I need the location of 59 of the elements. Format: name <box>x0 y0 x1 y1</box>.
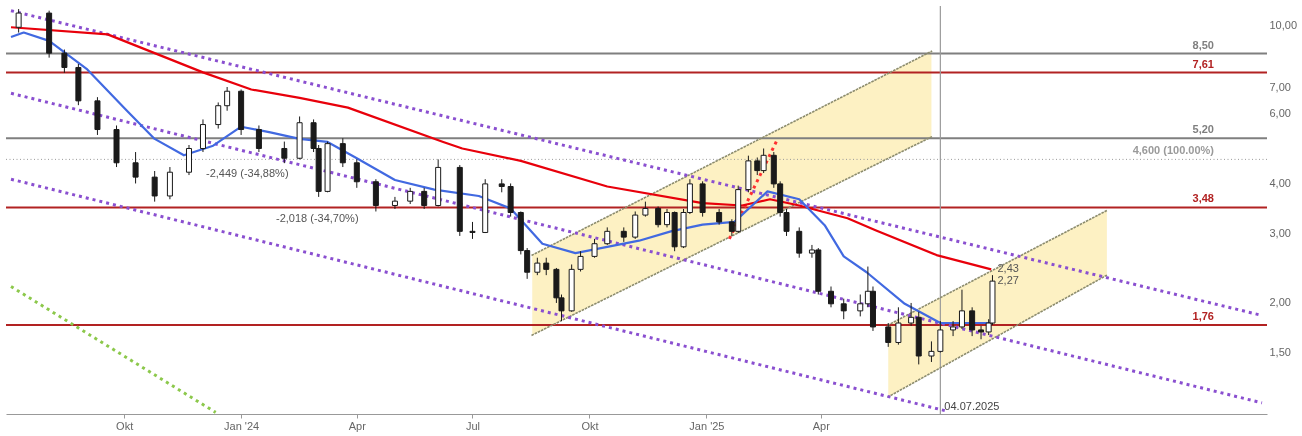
y-tick-label: 3,00 <box>1269 226 1291 239</box>
x-tick-label: Apr <box>812 419 831 432</box>
candlestick <box>895 306 902 346</box>
candlestick <box>969 306 976 337</box>
candlestick <box>281 141 288 164</box>
candlestick <box>391 196 398 210</box>
candlestick <box>885 322 892 348</box>
candlestick <box>224 86 231 112</box>
y-tick-label: 7,00 <box>1269 80 1291 93</box>
x-tick-label: Jan '24 <box>224 419 260 432</box>
candlestick <box>958 289 965 330</box>
candlestick <box>199 118 206 153</box>
candlestick <box>353 158 360 189</box>
annotation: 2,43 <box>997 262 1019 275</box>
ref-line-label: 3,48 <box>1192 192 1214 205</box>
candlestick <box>577 250 584 273</box>
candlestick <box>339 137 346 168</box>
x-tick-label: Okt <box>581 419 599 432</box>
candlestick <box>591 238 598 259</box>
y-tick-label: 10,00 <box>1269 19 1298 32</box>
candlestick <box>255 124 262 153</box>
candlestick <box>132 151 139 184</box>
candlestick <box>632 210 639 240</box>
candlestick <box>840 298 847 320</box>
ref-line-label: 8,50 <box>1192 38 1214 51</box>
candlestick <box>166 166 173 200</box>
candlestick <box>61 49 68 74</box>
line-series <box>9 26 993 271</box>
ref-line-label: 04.07.2025 <box>944 400 1000 412</box>
candlestick <box>796 226 803 259</box>
x-tick-label: Okt <box>116 419 134 432</box>
annotation: -2,018 (-34,70%) <box>276 212 359 224</box>
candlestick <box>151 170 158 203</box>
ref-line-label: 5,20 <box>1192 123 1214 136</box>
candlestick <box>655 205 662 228</box>
y-tick-label: 6,00 <box>1269 107 1291 120</box>
candlestick <box>978 325 985 340</box>
ref-line-label: 1,76 <box>1192 309 1214 322</box>
x-tick-label: Apr <box>348 419 367 432</box>
candlestick <box>950 320 957 337</box>
x-tick-label: Jan '25 <box>689 419 725 432</box>
candlestick <box>908 302 915 327</box>
candlestick <box>828 286 835 308</box>
y-tick-label: 2,00 <box>1269 296 1291 309</box>
candlestick <box>857 294 864 317</box>
ref-line-label: 4,600 (100.00%) <box>1132 144 1215 157</box>
annotation: 2,27 <box>997 274 1019 287</box>
candlestick <box>372 178 379 212</box>
candlestick <box>185 144 192 176</box>
candlestick <box>937 320 944 354</box>
candlestick <box>15 8 22 34</box>
y-tick-label: 1,50 <box>1269 346 1291 359</box>
y-tick-label: 4,00 <box>1269 176 1291 189</box>
candlestick <box>928 340 935 363</box>
candlestick <box>215 101 222 130</box>
ref-line-label: 7,61 <box>1192 57 1214 70</box>
candlestick <box>421 187 428 210</box>
x-tick-label: Jul <box>465 419 481 432</box>
annotation: -2,449 (-34,88%) <box>206 167 289 179</box>
